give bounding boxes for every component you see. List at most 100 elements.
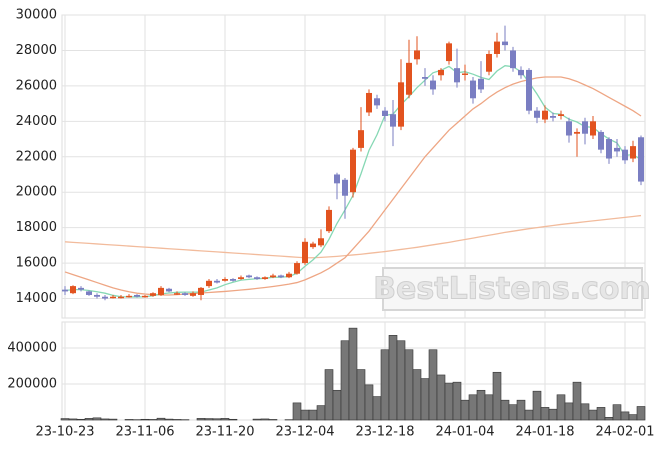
x-tick-label: 24-01-18 [515, 425, 574, 440]
volume-bar [588, 409, 598, 421]
y-tick-label: 400000 [7, 340, 57, 355]
volume-bar [556, 394, 566, 421]
volume-bar [388, 335, 398, 421]
volume-bar [196, 418, 206, 421]
volume-bar [548, 408, 558, 421]
candle-body [614, 147, 620, 152]
candle-body [454, 68, 460, 83]
y-tick-label: 200000 [7, 376, 57, 391]
volume-bar [452, 381, 462, 421]
candle-body [638, 137, 644, 182]
candle-body [438, 69, 444, 76]
candle-body [230, 279, 236, 281]
volume-bar [204, 418, 214, 421]
volume-bar [292, 402, 302, 421]
volume-bar [460, 399, 470, 421]
candle-body [326, 209, 332, 232]
candle-body [126, 295, 132, 298]
volume-bar [580, 403, 590, 421]
volume-bar [412, 369, 422, 421]
volume-bar [372, 396, 382, 421]
candle-body [238, 277, 244, 280]
candle-body [142, 295, 148, 298]
candle-body [182, 293, 188, 295]
volume-bar [476, 389, 486, 421]
candle-body [86, 291, 92, 295]
moving-average-line [64, 214, 642, 259]
candle-body [174, 293, 180, 295]
candle-body [366, 92, 372, 113]
volume-bar [508, 404, 518, 421]
volume-bar [108, 418, 118, 421]
candle-body [134, 294, 140, 297]
volume-bar [396, 340, 406, 421]
candle-body [118, 296, 124, 299]
candle-body [302, 241, 308, 264]
x-tick-label: 24-01-04 [435, 425, 494, 440]
candle-body [430, 80, 436, 90]
y-tick-label: 22000 [16, 149, 57, 164]
candle-body [166, 288, 172, 292]
volume-bar [364, 384, 374, 421]
volume-bar [220, 418, 230, 421]
candle-body [526, 69, 532, 111]
candle-body [278, 275, 284, 278]
volume-bar [420, 378, 430, 421]
candle-body [446, 43, 452, 62]
volume-bar [572, 381, 582, 421]
y-tick-label: 30000 [16, 8, 57, 23]
candle-body [502, 41, 508, 46]
volume-bar [228, 418, 238, 421]
candle-body [94, 294, 100, 297]
candle-body [382, 110, 388, 116]
candle-body [374, 98, 380, 106]
candle-body [358, 130, 364, 148]
candle-body [590, 121, 596, 136]
candle-body [70, 286, 76, 294]
candle-body [478, 78, 484, 90]
candle-body [318, 238, 324, 246]
volume-bar [316, 405, 326, 421]
candle-body [390, 114, 396, 127]
volume-bar [348, 327, 358, 421]
candle-body [190, 293, 196, 296]
x-tick-label: 23-11-06 [115, 425, 174, 440]
volume-bar [628, 414, 638, 421]
x-tick-label: 23-12-04 [275, 425, 334, 440]
volume-bar [60, 418, 70, 421]
volume-bar [612, 404, 622, 421]
candle-body [254, 277, 260, 280]
volume-bar [636, 406, 646, 421]
volume-bar [540, 407, 550, 421]
volume-bar [356, 369, 366, 421]
volume-bar [260, 418, 270, 421]
volume-bar [252, 418, 262, 421]
candle-body [270, 275, 276, 278]
candle-body [534, 110, 540, 118]
volume-bar [308, 409, 318, 421]
watermark-box [382, 267, 643, 311]
candle-body [582, 121, 588, 134]
y-tick-label: 18000 [16, 220, 57, 235]
candle-body [542, 110, 548, 120]
candle-body [262, 277, 268, 280]
candle-body [550, 116, 556, 118]
y-tick-label: 14000 [16, 291, 57, 306]
candle-body [198, 287, 204, 295]
candle-body [334, 174, 340, 184]
candle-body [246, 275, 252, 278]
volume-bar [620, 411, 630, 421]
y-tick-label: 24000 [16, 114, 57, 129]
y-tick-label: 16000 [16, 256, 57, 271]
volume-bar [428, 349, 438, 421]
volume-bar [268, 419, 278, 421]
candle-body [206, 280, 212, 287]
volume-bar [76, 418, 86, 421]
candle-body [558, 114, 564, 116]
candle-body [462, 73, 468, 75]
candle-body [286, 273, 292, 278]
volume-bar [516, 399, 526, 421]
volume-bar [524, 409, 534, 421]
y-tick-label: 26000 [16, 78, 57, 93]
volume-bar [340, 340, 350, 421]
